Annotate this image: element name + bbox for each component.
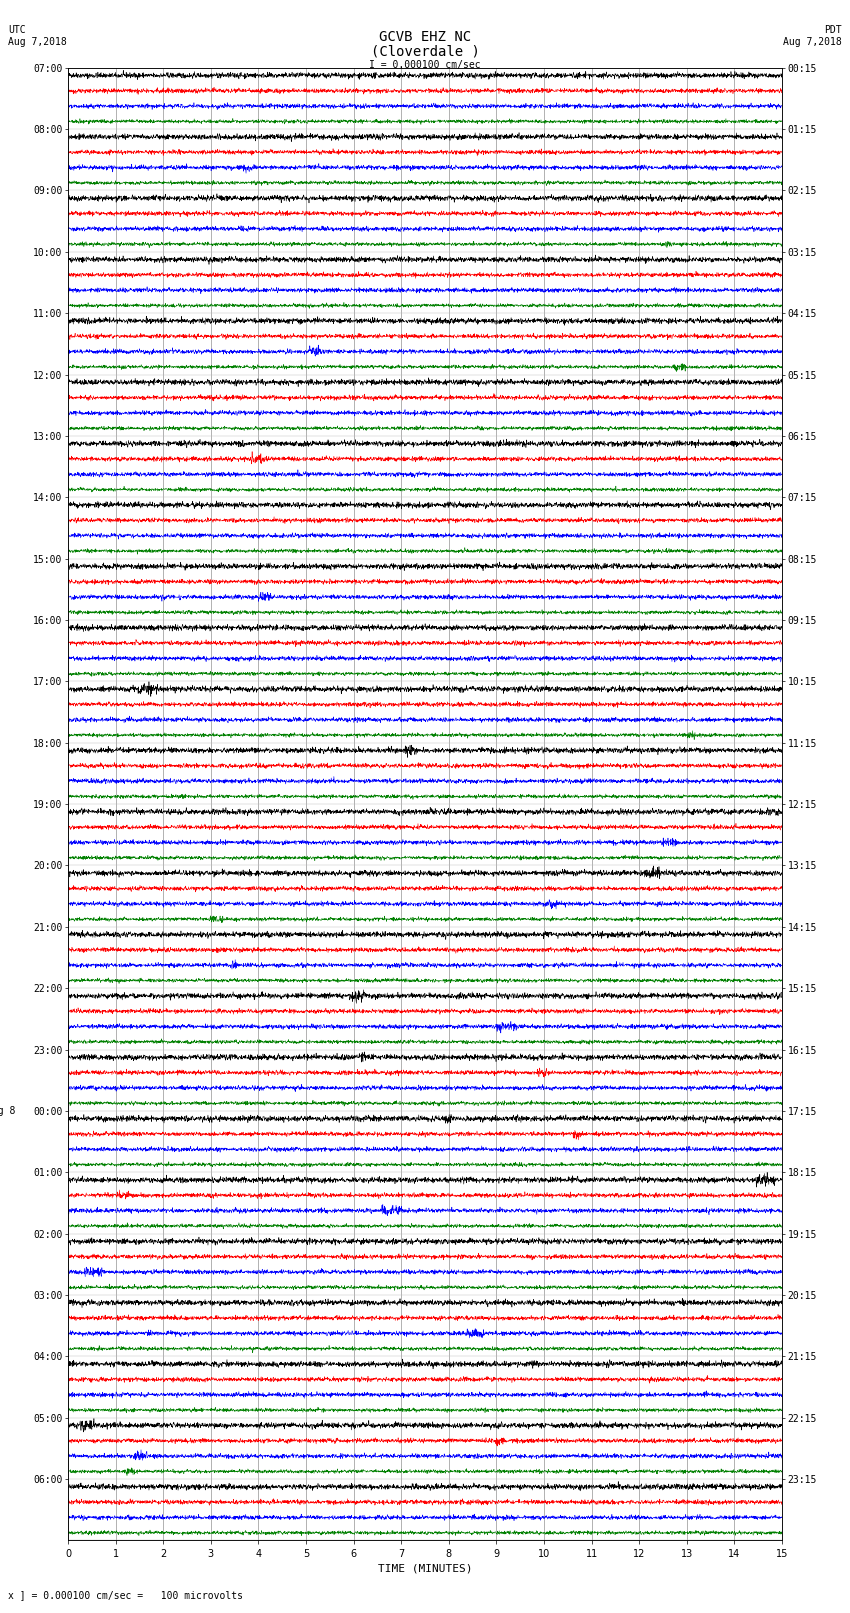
Text: Aug 8: Aug 8 — [0, 1107, 15, 1116]
Text: x ] = 0.000100 cm/sec =   100 microvolts: x ] = 0.000100 cm/sec = 100 microvolts — [8, 1590, 243, 1600]
X-axis label: TIME (MINUTES): TIME (MINUTES) — [377, 1563, 473, 1574]
Text: I = 0.000100 cm/sec: I = 0.000100 cm/sec — [369, 60, 481, 71]
Text: GCVB EHZ NC: GCVB EHZ NC — [379, 31, 471, 44]
Text: Aug 7,2018: Aug 7,2018 — [8, 37, 67, 47]
Text: (Cloverdale ): (Cloverdale ) — [371, 44, 479, 58]
Text: UTC: UTC — [8, 24, 26, 35]
Text: PDT: PDT — [824, 24, 842, 35]
Text: Aug 7,2018: Aug 7,2018 — [783, 37, 842, 47]
